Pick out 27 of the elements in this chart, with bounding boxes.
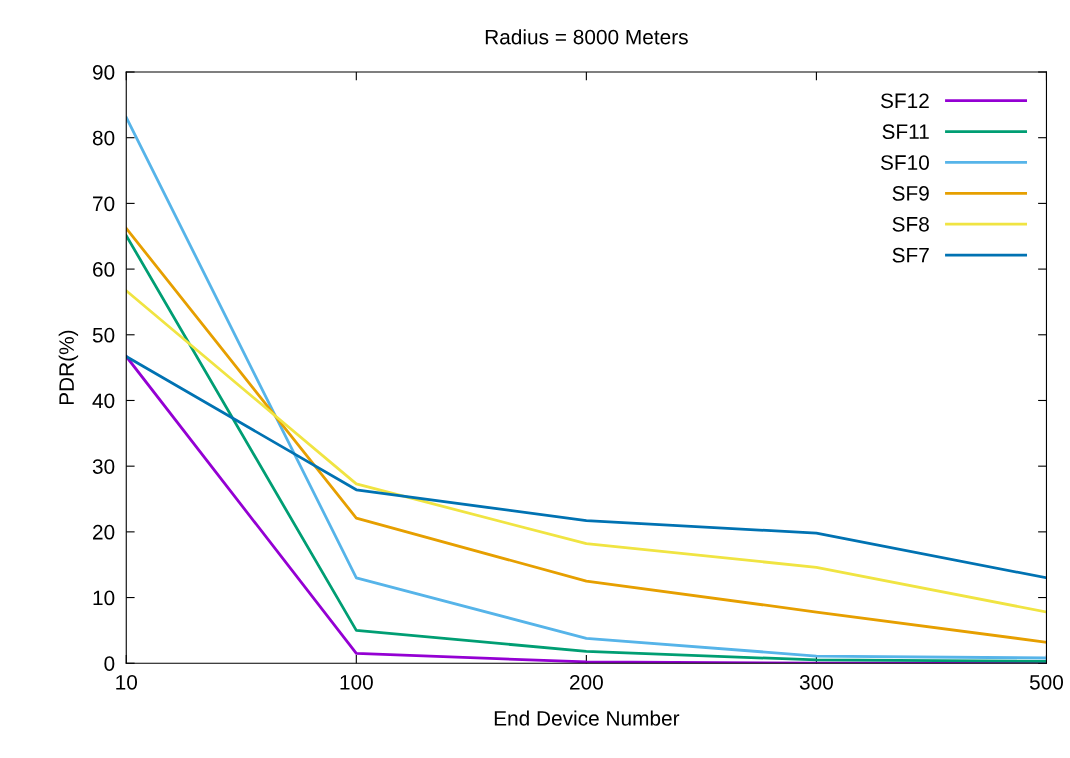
x-axis-title: End Device Number	[494, 710, 680, 726]
y-tick-label: 10	[93, 590, 115, 606]
chart-title: Radius = 8000 Meters	[485, 29, 688, 45]
x-tick-label: 10	[116, 674, 138, 690]
legend-label: SF7	[892, 247, 929, 263]
x-tick-label: 300	[799, 674, 833, 690]
y-tick-label: 70	[93, 196, 115, 212]
legend-label: SF11	[882, 124, 929, 140]
y-tick-label: 60	[93, 262, 115, 277]
y-tick-label: 50	[92, 327, 115, 343]
y-axis-title: PDR(%)	[58, 330, 79, 405]
legend-label: SF9	[892, 186, 929, 201]
y-tick-label: 80	[92, 130, 115, 146]
line-series	[126, 115, 1047, 660]
line-series	[126, 289, 1047, 614]
y-tick-label: 40	[92, 393, 115, 409]
y-tick-label: 30	[92, 459, 115, 474]
x-tick-label: 200	[570, 674, 603, 690]
line-series	[126, 355, 1047, 580]
legend-label: SF8	[892, 216, 929, 232]
y-tick-label: 0	[104, 656, 115, 671]
y-tick-label: 90	[92, 65, 115, 80]
y-tick-label: 20	[93, 524, 115, 540]
legend-label: SF12	[880, 93, 929, 109]
x-tick-label: 100	[340, 674, 373, 690]
x-tick-label: 500	[1029, 674, 1064, 690]
legend-label: SF10	[880, 155, 929, 170]
